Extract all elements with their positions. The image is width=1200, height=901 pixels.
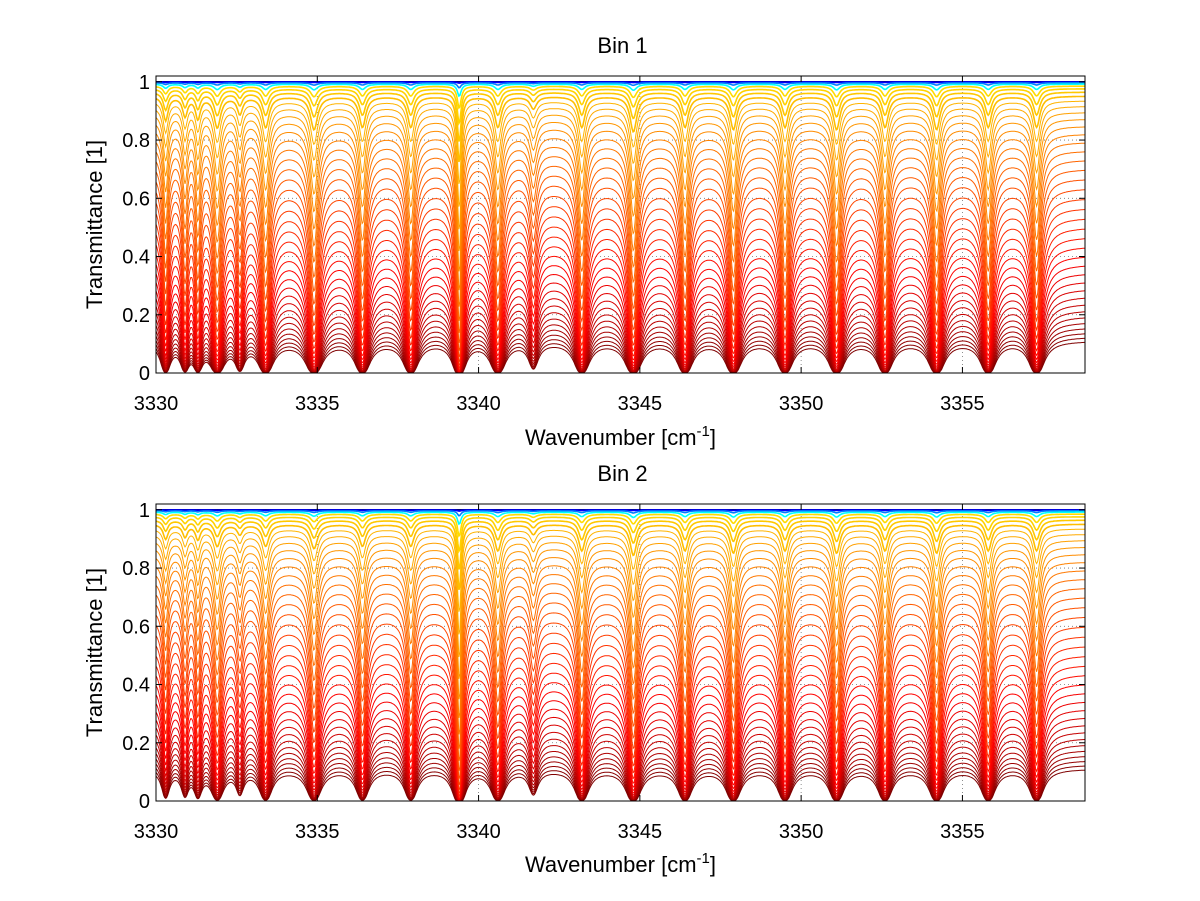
series-line-13 [156,126,1085,272]
x-tick-label: 3345 [618,393,663,415]
series-line-11 [156,540,1085,658]
series-line-40 [156,769,1085,801]
x-tick-label: 3335 [295,821,340,843]
series-line-21 [156,199,1085,364]
series-line-12 [156,547,1085,679]
series-line-10 [156,106,1085,207]
x-tick-label: 3330 [134,393,179,415]
series-line-11 [156,112,1085,230]
series-line-9 [156,528,1085,612]
series-line-22 [156,636,1085,795]
x-tick-label: 3350 [779,821,824,843]
y-tick-label: 0 [139,791,150,813]
series-line-2 [156,81,1085,84]
series-line-19 [156,179,1085,351]
x-tick-label: 3345 [618,821,663,843]
series-line-17 [156,588,1085,761]
series-line-30 [156,710,1085,801]
y-tick-label: 0.6 [122,616,150,638]
series-line-6 [156,516,1085,554]
series-line-28 [156,693,1085,801]
series-line-24 [156,228,1085,371]
series-line-10 [156,534,1085,635]
x-tick-label: 3335 [295,393,340,415]
series-line-2 [156,509,1085,512]
series-line-4 [156,511,1085,526]
series-line-18 [156,169,1085,343]
x-tick-label: 3350 [779,393,824,415]
series-line-20 [156,189,1085,358]
x-tick-label: 3355 [940,393,985,415]
series-line-29 [156,701,1085,801]
x-tick-label: 3355 [940,821,985,843]
series-line-6 [156,88,1085,126]
series-line-9 [156,100,1085,185]
series-line-23 [156,646,1085,797]
x-tick-label: 3340 [456,821,501,843]
series-line-15 [156,570,1085,735]
x-tick-label: 3330 [134,821,179,843]
y-tick-label: 0.4 [122,247,150,269]
y-tick-label: 0.8 [122,558,150,580]
series-line-24 [156,656,1085,799]
chart-title: Bin 1 [597,33,647,58]
y-tick-label: 0.2 [122,733,150,755]
x-tick-label: 3340 [456,393,501,415]
series-line-16 [156,579,1085,749]
series-group [156,509,1085,801]
series-line-16 [156,151,1085,322]
series-line-17 [156,160,1085,334]
series-line-18 [156,597,1085,771]
series-line-23 [156,218,1085,369]
y-tick-label: 0.8 [122,130,150,152]
y-tick-label: 1 [139,72,150,94]
x-axis-label: Wavenumber [cm-1] [525,850,716,877]
y-tick-label: 1 [139,500,150,522]
series-line-26 [156,247,1085,373]
series-line-27 [156,256,1085,373]
series-line-25 [156,665,1085,800]
axes-box [155,75,1086,374]
series-line-40 [156,341,1085,373]
series-line-26 [156,675,1085,801]
series-line-21 [156,626,1085,792]
series-line-4 [156,83,1085,98]
series-line-7 [156,519,1085,570]
series-line-14 [156,562,1085,718]
y-tick-label: 0 [139,363,150,385]
y-axis-label: Transmittance [1] [82,568,107,737]
x-axis-label: Wavenumber [cm-1] [525,423,716,450]
y-tick-label: 0.6 [122,188,150,210]
series-line-8 [156,523,1085,591]
series-line-28 [156,265,1085,373]
series-line-31 [156,717,1085,801]
series-line-19 [156,607,1085,779]
series-line-3 [156,510,1085,517]
series-line-13 [156,554,1085,700]
series-line-20 [156,616,1085,785]
chart-panel-2: 0 0.2 0.4 0.6 0.8 1 3330 3335 3340 3345 3350 3355 Bi… [82,461,1086,877]
y-tick-label: 0.4 [122,675,150,697]
axes-box [155,503,1086,802]
series-line-7 [156,91,1085,142]
series-line-14 [156,134,1085,291]
series-line-22 [156,209,1085,367]
chart-title: Bin 2 [597,461,647,486]
series-line-27 [156,684,1085,801]
series-line-12 [156,119,1085,252]
y-axis-label: Transmittance [1] [82,140,107,309]
y-tick-label: 0.2 [122,305,150,327]
series-line-25 [156,238,1085,372]
series-line-8 [156,95,1085,163]
series-line-5 [156,85,1085,110]
chart-panel-1: 0 0.2 0.4 0.6 0.8 1 3330 3335 3340 3345 3350 3355 Bi… [82,33,1086,450]
series-line-32 [156,725,1085,801]
series-line-3 [156,82,1085,89]
series-group [156,81,1085,373]
series-line-15 [156,142,1085,307]
series-line-5 [156,513,1085,538]
